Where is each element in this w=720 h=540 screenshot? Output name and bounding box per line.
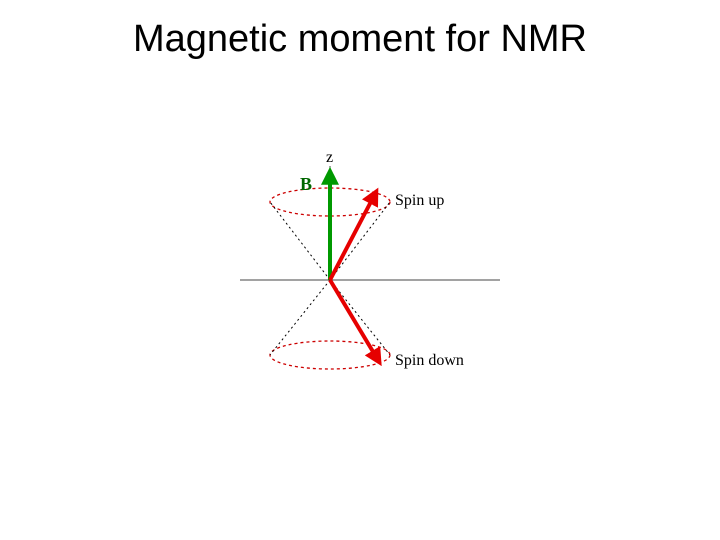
spin-down-arrow bbox=[330, 280, 378, 360]
upper-cone-edge-right bbox=[330, 202, 390, 280]
lower-precession-cone bbox=[270, 341, 390, 369]
spin-down-label: Spin down bbox=[395, 352, 464, 369]
spin-up-arrow bbox=[330, 194, 375, 280]
b-field-label: B bbox=[300, 174, 312, 194]
slide: Magnetic moment for NMR bbox=[0, 0, 720, 540]
upper-cone-edge-left bbox=[270, 202, 330, 280]
slide-title: Magnetic moment for NMR bbox=[0, 18, 720, 61]
spin-up-label: Spin up bbox=[395, 192, 444, 209]
lower-cone-edge-left bbox=[270, 280, 330, 355]
z-axis-label: z bbox=[326, 150, 333, 166]
nmr-diagram: z B Spin up Spin down bbox=[180, 150, 540, 410]
